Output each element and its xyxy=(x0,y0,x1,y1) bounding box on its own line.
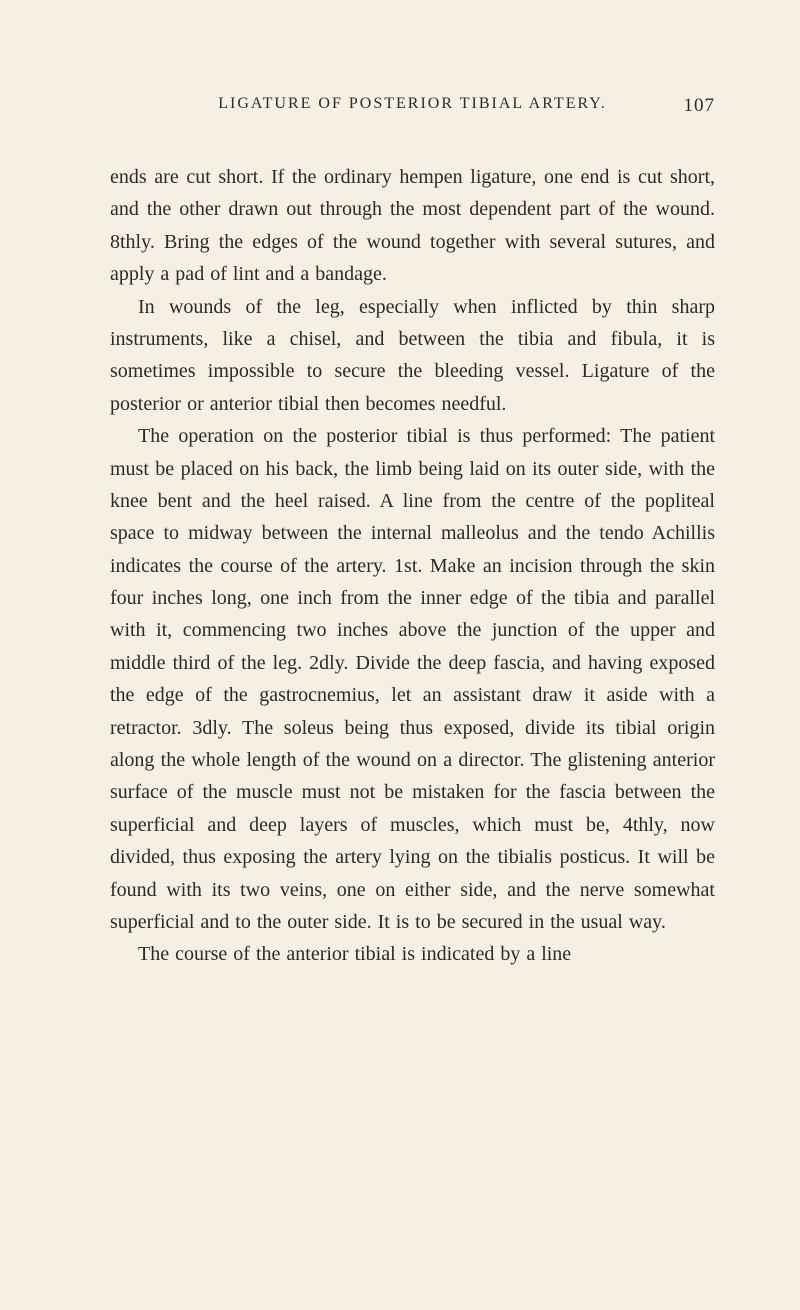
paragraph-2: In wounds of the leg, especially when in… xyxy=(110,291,715,421)
paragraph-4: The course of the anterior tibial is ind… xyxy=(110,938,715,970)
paragraph-3: The operation on the posterior tibial is… xyxy=(110,420,715,938)
paragraph-1: ends are cut short. If the ordinary hemp… xyxy=(110,161,715,291)
page-number: 107 xyxy=(684,95,716,117)
page-header: LIGATURE OF POSTERIOR TIBIAL ARTERY. 107 xyxy=(110,95,715,113)
body-text: ends are cut short. If the ordinary hemp… xyxy=(110,161,715,971)
header-title: LIGATURE OF POSTERIOR TIBIAL ARTERY. xyxy=(218,95,607,112)
